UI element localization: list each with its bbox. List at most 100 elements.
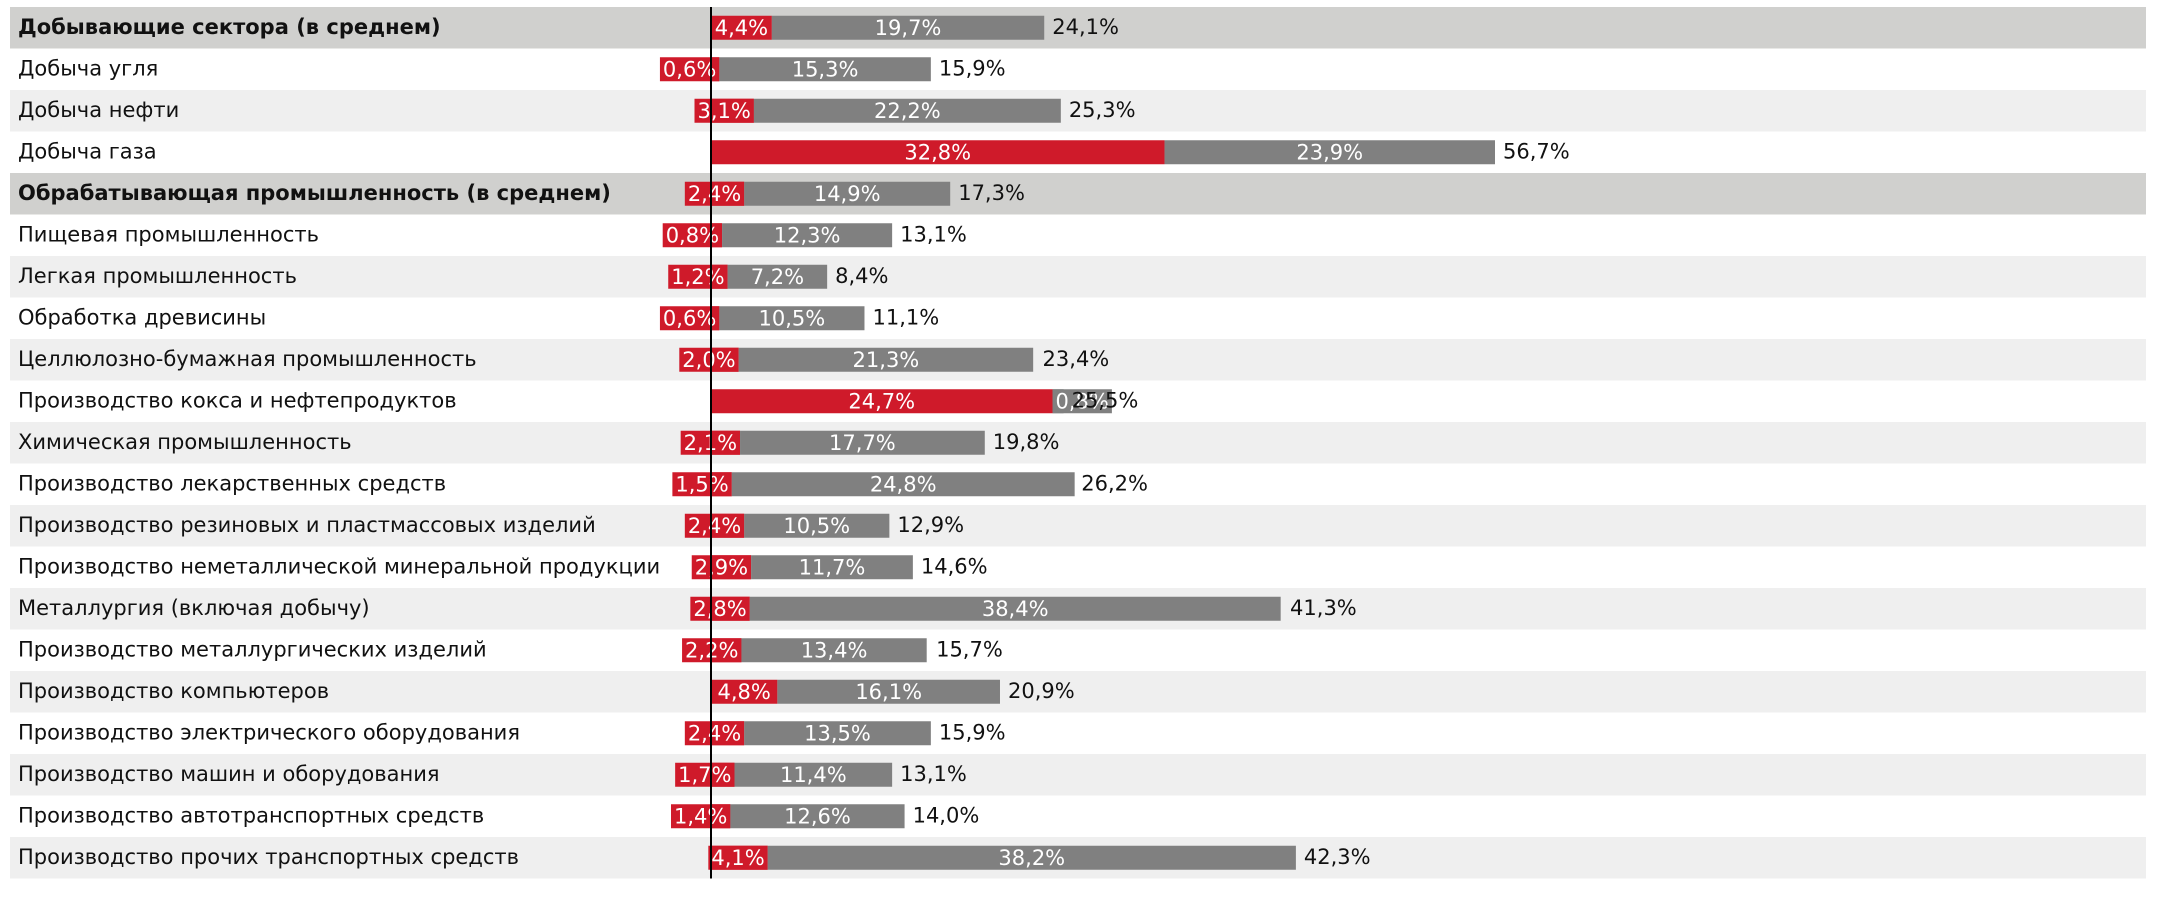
value-label-background — [1052, 389, 1112, 414]
value-label: 10,5% — [783, 514, 850, 538]
value-label: 4,8% — [718, 680, 771, 704]
category-label: Производство металлургических изделий — [18, 637, 487, 661]
bar-segment — [767, 845, 1296, 870]
value-label: 13,5% — [804, 721, 871, 745]
value-label-background — [684, 721, 745, 746]
total-label: 12,9% — [897, 513, 964, 537]
bar-segment — [777, 679, 1000, 704]
value-label: 22,2% — [874, 99, 941, 123]
value-label: 1,2% — [671, 265, 724, 289]
category-label: Добыча нефти — [18, 98, 179, 122]
rows — [10, 7, 2146, 879]
total-label: 41,3% — [1290, 596, 1357, 620]
total-label: 15,9% — [939, 56, 1006, 80]
value-label: 1,7% — [678, 763, 731, 787]
value-label-background — [694, 98, 754, 123]
category-label: Легкая промышленность — [18, 264, 297, 288]
total-label: 25,3% — [1069, 98, 1136, 122]
bar-segment — [740, 430, 985, 455]
bar-segment — [719, 57, 931, 82]
category-label: Производство электрического оборудования — [18, 720, 520, 744]
row-background — [10, 754, 2146, 796]
bar-segment — [744, 181, 951, 206]
value-label: 2,4% — [688, 514, 741, 538]
category-label: Целлюлозно-бумажная промышленность — [18, 347, 477, 371]
value-label: 2,8% — [693, 597, 746, 621]
value-label: 0,8% — [1056, 389, 1109, 413]
value-label: 24,8% — [870, 472, 937, 496]
total-label: 8,4% — [835, 264, 888, 288]
total-label: 23,4% — [1043, 347, 1110, 371]
bar-segment — [711, 679, 778, 704]
row-background — [10, 795, 2146, 837]
value-label: 14,9% — [814, 182, 881, 206]
value-label: 23,9% — [1296, 140, 1363, 164]
bar-segment — [722, 223, 893, 248]
value-label: 38,2% — [998, 846, 1065, 870]
bar-segment — [753, 98, 1061, 123]
value-label: 13,4% — [801, 638, 868, 662]
value-label: 17,7% — [829, 431, 896, 455]
total-label: 42,3% — [1304, 845, 1371, 869]
bar-segment — [744, 721, 931, 746]
category-label: Добыча газа — [18, 139, 157, 163]
bar-segment — [711, 389, 1053, 414]
bars — [659, 15, 1495, 870]
value-label: 2,0% — [682, 348, 735, 372]
value-label-background — [690, 596, 750, 621]
category-label: Производство прочих транспортных средств — [18, 845, 519, 869]
category-label: Пищевая промышленность — [18, 222, 319, 246]
row-background — [10, 214, 2146, 256]
category-label: Металлургия (включая добычу) — [18, 596, 370, 620]
value-label-background — [672, 472, 732, 497]
value-label: 0,6% — [663, 57, 716, 81]
bar-segment — [711, 15, 772, 40]
value-label-background — [691, 555, 752, 580]
category-label: Производство автотранспортных средств — [18, 803, 484, 827]
total-label: 15,9% — [939, 720, 1006, 744]
bar-segment — [751, 555, 913, 580]
category-label: Добыча угля — [18, 56, 158, 80]
total-label: 15,7% — [936, 637, 1003, 661]
row-background — [10, 173, 2146, 215]
category-label: Обрабатывающая промышленность (в среднем… — [18, 181, 611, 205]
value-label-background — [670, 804, 731, 829]
value-label-background — [708, 845, 768, 870]
row-background — [10, 90, 2146, 132]
value-label: 24,7% — [848, 389, 915, 413]
value-label-background — [679, 347, 739, 372]
total-label: 11,1% — [872, 305, 939, 329]
total-label: 14,6% — [921, 554, 988, 578]
value-label: 38,4% — [982, 597, 1049, 621]
row-background — [10, 256, 2146, 298]
total-label: 26,2% — [1081, 471, 1148, 495]
total-label: 13,1% — [900, 762, 967, 786]
value-label: 12,6% — [784, 804, 851, 828]
category-label: Добывающие сектора (в среднем) — [18, 15, 441, 39]
value-label: 2,9% — [695, 555, 748, 579]
row-background — [10, 712, 2146, 754]
row-background — [10, 7, 2146, 49]
value-label: 2,4% — [688, 721, 741, 745]
row-background — [10, 629, 2146, 671]
bar-segment — [738, 347, 1034, 372]
total-label: 14,0% — [913, 803, 980, 827]
value-label-background — [675, 762, 735, 787]
value-label: 19,7% — [875, 16, 942, 40]
category-label: Производство кокса и нефтепродуктов — [18, 388, 457, 412]
value-label: 1,4% — [674, 804, 727, 828]
value-label: 0,6% — [663, 306, 716, 330]
value-label-background — [659, 306, 720, 331]
total-label: 19,8% — [993, 430, 1060, 454]
category-label: Производство резиновых и пластмассовых и… — [18, 513, 596, 537]
category-label: Химическая промышленность — [18, 430, 352, 454]
category-label: Обработка древисины — [18, 305, 266, 329]
row-background — [10, 505, 2146, 547]
value-label: 32,8% — [904, 140, 971, 164]
value-label: 12,3% — [774, 223, 841, 247]
total-label: 25,5% — [1072, 388, 1139, 412]
value-label: 1,5% — [675, 472, 728, 496]
category-label: Производство машин и оборудования — [18, 762, 440, 786]
